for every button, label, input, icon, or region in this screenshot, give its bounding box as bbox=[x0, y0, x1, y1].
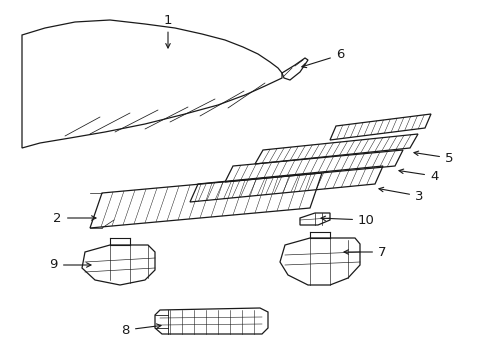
Text: 5: 5 bbox=[413, 151, 452, 165]
Text: 3: 3 bbox=[378, 187, 423, 202]
Text: 9: 9 bbox=[49, 258, 91, 271]
Text: 6: 6 bbox=[301, 49, 344, 68]
Text: 4: 4 bbox=[398, 169, 437, 183]
Text: 8: 8 bbox=[122, 324, 161, 337]
Text: 1: 1 bbox=[163, 13, 172, 48]
Text: 7: 7 bbox=[344, 246, 386, 258]
Text: 2: 2 bbox=[53, 211, 96, 225]
Text: 10: 10 bbox=[320, 213, 374, 226]
